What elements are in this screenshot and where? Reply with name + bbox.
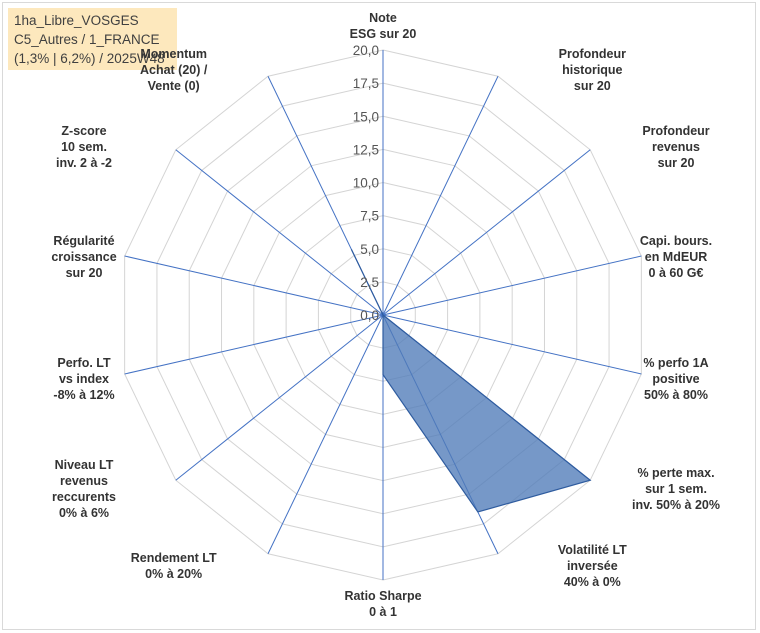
tick-label: 10,0 xyxy=(353,176,379,191)
tick-label: 12,5 xyxy=(353,142,379,157)
chart-title-box: 1ha_Libre_VOSGES C5_Autres / 1_FRANCE (1… xyxy=(8,8,177,70)
axis-label-line: Momentum xyxy=(140,47,207,62)
axis-spoke xyxy=(382,149,591,316)
tick-label: 15,0 xyxy=(353,109,379,124)
axis-label: Niveau LT revenus reccurents 0% à 6% xyxy=(4,457,164,521)
axis-label-line: 10 sem. xyxy=(61,139,107,154)
axis-spoke xyxy=(382,76,499,316)
axis-label-line: inv. 50% à 20% xyxy=(631,498,720,513)
axis-label-line: reccurents xyxy=(52,490,116,505)
axis-label: % perte max. sur 1 sem. inv. 50% à 20% xyxy=(596,465,756,513)
axis-label-line: -8% à 12% xyxy=(53,388,115,403)
radar-tick-labels: 0,0 2,5 5,0 7,5 10,0 12,5 15,0 17,5 20,0 xyxy=(353,43,379,323)
tick-label: 2,5 xyxy=(360,275,379,290)
axis-label-line: % perte max. xyxy=(637,466,715,481)
chart-title-line-2: C5_Autres / 1_FRANCE xyxy=(14,32,160,47)
axis-label-line: 50% à 80% xyxy=(644,388,708,403)
axis-label-line: Ratio Sharpe xyxy=(344,589,422,603)
axis-spoke xyxy=(267,314,384,554)
axis-label-line: 40% à 0% xyxy=(563,574,621,589)
axis-spoke xyxy=(124,255,384,316)
axis-label-line: sur 20 xyxy=(573,79,611,94)
axis-label-line: Note xyxy=(369,11,397,25)
tick-label: 0,0 xyxy=(360,308,379,323)
axis-label-line: sur 1 sem. xyxy=(645,482,707,497)
axis-label-line: en MdEUR xyxy=(644,249,708,264)
axis-label: Profondeur revenus sur 20 xyxy=(596,123,756,171)
axis-label-line: Profondeur xyxy=(642,123,710,138)
axis-label-line: 0% à 20% xyxy=(145,566,203,581)
axis-label-line: inv. 2 à -2 xyxy=(55,155,113,170)
axis-label: Profondeur historique sur 20 xyxy=(512,46,672,94)
axis-label-line: Vente (0) xyxy=(147,79,200,94)
axis-label-line: sur 20 xyxy=(65,265,103,280)
axis-label-line: Achat (20) / xyxy=(139,63,208,78)
axis-label: Régularité croissance sur 20 xyxy=(4,233,164,281)
axis-label-line: 0 à 60 G€ xyxy=(648,265,704,280)
axis-label-line: Régularité xyxy=(53,233,115,248)
axis-label-line: croissance xyxy=(51,249,117,264)
axis-label: Momentum Achat (20) / Vente (0) xyxy=(94,46,254,94)
tick-label: 17,5 xyxy=(353,76,379,91)
axis-label: Capi. bours. en MdEUR 0 à 60 G€ xyxy=(596,233,756,281)
axis-label-line: vs index xyxy=(58,372,110,387)
axis-label-line: 0% à 6% xyxy=(58,506,110,521)
axis-label-line: Niveau LT xyxy=(54,458,114,473)
axis-label-line: Capi. bours. xyxy=(639,233,713,248)
axis-spoke xyxy=(382,314,642,375)
tick-label: 20,0 xyxy=(353,43,379,58)
axis-label-line: Perfo. LT xyxy=(57,356,111,371)
axis-label: Ratio Sharpe 0 à 1 xyxy=(303,588,463,620)
axis-label-line: positive xyxy=(652,372,700,387)
axis-label-line: ESG sur 20 xyxy=(349,27,417,41)
axis-label-line: Rendement LT xyxy=(130,550,217,565)
axis-label: Rendement LT 0% à 20% xyxy=(94,550,254,582)
axis-spoke xyxy=(175,314,384,481)
tick-label: 7,5 xyxy=(360,209,379,224)
axis-label: Note ESG sur 20 xyxy=(303,10,463,42)
axis-label-line: revenus xyxy=(652,139,700,154)
axis-label-line: sur 20 xyxy=(657,155,695,170)
series-area xyxy=(350,249,592,513)
axis-spoke xyxy=(382,255,642,316)
axis-label: Volatilité LT inversée 40% à 0% xyxy=(512,542,672,590)
axis-label: Perfo. LT vs index -8% à 12% xyxy=(4,355,164,403)
axis-label-line: % perfo 1A xyxy=(643,356,709,371)
axis-label: % perfo 1A positive 50% à 80% xyxy=(596,355,756,403)
tick-label: 5,0 xyxy=(360,242,379,257)
radar-series xyxy=(350,249,592,513)
chart-title-line-1: 1ha_Libre_VOSGES xyxy=(14,13,139,28)
axis-label-line: historique xyxy=(562,63,623,78)
axis-label-line: Z-score xyxy=(61,123,107,138)
axis-label-line: 0 à 1 xyxy=(369,605,397,619)
chart-title-line-3: (1,3% | 6,2%) / 2025W48 xyxy=(14,51,165,66)
axis-label-line: inversée xyxy=(566,558,618,573)
axis-label-line: revenus xyxy=(60,474,108,489)
axis-label: Z-score 10 sem. inv. 2 à -2 xyxy=(4,123,164,171)
axis-label-line: Profondeur xyxy=(558,47,626,62)
axis-label-line: Volatilité LT xyxy=(557,542,627,557)
axis-spoke xyxy=(124,314,384,375)
axis-spoke xyxy=(175,149,384,316)
